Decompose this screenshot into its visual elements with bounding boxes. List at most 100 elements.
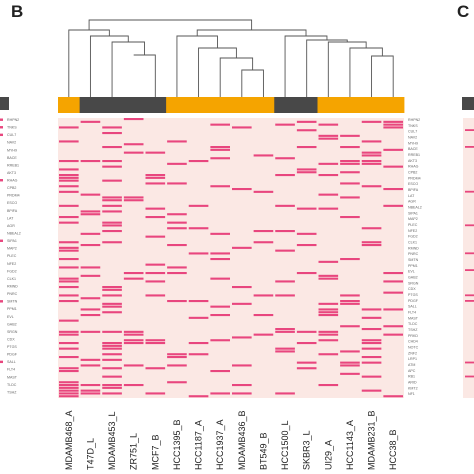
heatmap-cell <box>102 347 122 350</box>
left-gene-marker <box>0 360 3 364</box>
heatmap-cell <box>361 328 382 331</box>
heatmap-cell <box>361 308 382 311</box>
left-gene-label: TLDC <box>7 383 17 387</box>
heatmap-cell <box>275 157 295 160</box>
heatmap-cell <box>296 272 317 275</box>
right-gene-label: PTGS <box>408 293 418 297</box>
heatmap-cell <box>59 216 79 219</box>
panel-c-cell <box>465 252 474 255</box>
heatmap-cell <box>102 210 122 213</box>
heatmap-cell <box>102 146 122 149</box>
panel-c-heatmap-edge <box>463 118 474 398</box>
right-gene-label: KMT2 <box>408 386 418 390</box>
heatmap-cell <box>361 339 382 342</box>
dendro-link <box>133 54 156 97</box>
group-cell <box>231 97 254 113</box>
left-gene-label: PRDM4 <box>7 194 20 198</box>
heatmap-cell <box>123 196 144 199</box>
left-gene-marker <box>0 133 3 137</box>
heatmap-cell <box>102 367 122 370</box>
left-gene-label: EVL <box>7 315 14 319</box>
group-cell <box>339 97 362 113</box>
right-gene-label: NOTC <box>408 346 419 350</box>
heatmap-cell <box>123 118 144 121</box>
heatmap-cell <box>340 182 360 185</box>
sample-label: ZR751_L <box>129 433 139 470</box>
group-cell <box>252 97 275 113</box>
left-gene-label: RREB1 <box>7 163 19 167</box>
heatmap-cell <box>210 305 230 308</box>
right-gene-label: AGR <box>408 200 416 204</box>
heatmap-cell <box>361 316 382 319</box>
heatmap-cell <box>80 244 101 247</box>
panel-b-label: B <box>11 2 24 21</box>
right-gene-label: FLT4 <box>408 311 416 315</box>
heatmap-cell <box>275 392 295 395</box>
heatmap-cell <box>275 294 295 297</box>
left-gene-label: AGR <box>7 224 15 228</box>
heatmap-cell <box>102 199 122 202</box>
heatmap-cell <box>59 174 79 177</box>
heatmap-cell <box>383 148 403 151</box>
heatmap-cell <box>296 146 317 149</box>
heatmap-cell <box>167 272 187 275</box>
heatmap-cell <box>59 266 79 269</box>
heatmap-cell <box>188 342 209 345</box>
heatmap-cell <box>318 274 339 277</box>
right-gene-label: RB1 <box>408 375 415 379</box>
panel-c-cell <box>465 190 474 193</box>
heatmap-cell <box>167 244 187 247</box>
left-gene-label: FLT4 <box>7 368 15 372</box>
heatmap-cell <box>318 162 339 165</box>
group-cell <box>144 97 167 113</box>
heatmap-cell <box>59 176 79 179</box>
panel-c-cell <box>465 294 474 297</box>
heatmap-cell <box>232 286 252 289</box>
heatmap-cell <box>383 308 403 311</box>
heatmap-cell <box>340 372 360 375</box>
heatmap-cell <box>102 230 122 233</box>
heatmap-cell <box>167 140 187 143</box>
heatmap-cell <box>318 333 339 336</box>
group-cell <box>166 97 189 113</box>
left-gene-label: ESCO <box>7 201 17 205</box>
heatmap-cell <box>275 249 295 252</box>
heatmap-cell <box>123 330 144 333</box>
heatmap-cell <box>59 330 79 333</box>
right-gene-label: EVL <box>408 270 415 274</box>
heatmap-cell <box>210 146 230 149</box>
left-gene-marker <box>0 300 3 303</box>
heatmap-cell <box>102 330 122 333</box>
left-gene-label: RHPN2 <box>7 118 19 122</box>
heatmap-cell <box>361 361 382 364</box>
right-gene-label: MAST <box>408 316 419 320</box>
heatmap-cell <box>210 314 230 317</box>
right-gene-label: PRKD <box>408 334 418 338</box>
heatmap-cell <box>102 196 122 199</box>
heatmap-cell <box>123 342 144 345</box>
heatmap-cell <box>340 258 360 261</box>
heatmap-cell <box>80 274 101 277</box>
heatmap-cell <box>318 207 339 210</box>
heatmap-cell <box>361 140 382 143</box>
right-gene-label: SMTN <box>408 258 419 262</box>
left-gene-label: MYH9 <box>7 148 17 152</box>
sample-label: HCC1187_A <box>194 420 204 470</box>
dendro-link <box>284 35 328 97</box>
heatmap-cell <box>296 330 317 333</box>
heatmap-cell <box>145 176 166 179</box>
left-gene-label: FGD2 <box>7 269 17 273</box>
heatmap-cell <box>383 126 403 129</box>
heatmap-cell <box>145 339 166 342</box>
heatmap-cell <box>275 350 295 353</box>
heatmap-cell <box>188 353 209 356</box>
heatmap-cell <box>59 140 79 143</box>
heatmap-cell <box>80 392 101 395</box>
left-gene-label: SALL <box>7 360 16 364</box>
group-cell <box>295 97 318 113</box>
left-gene-label: TNKS <box>7 126 17 130</box>
heatmap-cell <box>102 179 122 182</box>
left-gene-label: NAV2 <box>7 141 16 145</box>
heatmap-cell <box>340 216 360 219</box>
heatmap-cell <box>80 232 101 235</box>
